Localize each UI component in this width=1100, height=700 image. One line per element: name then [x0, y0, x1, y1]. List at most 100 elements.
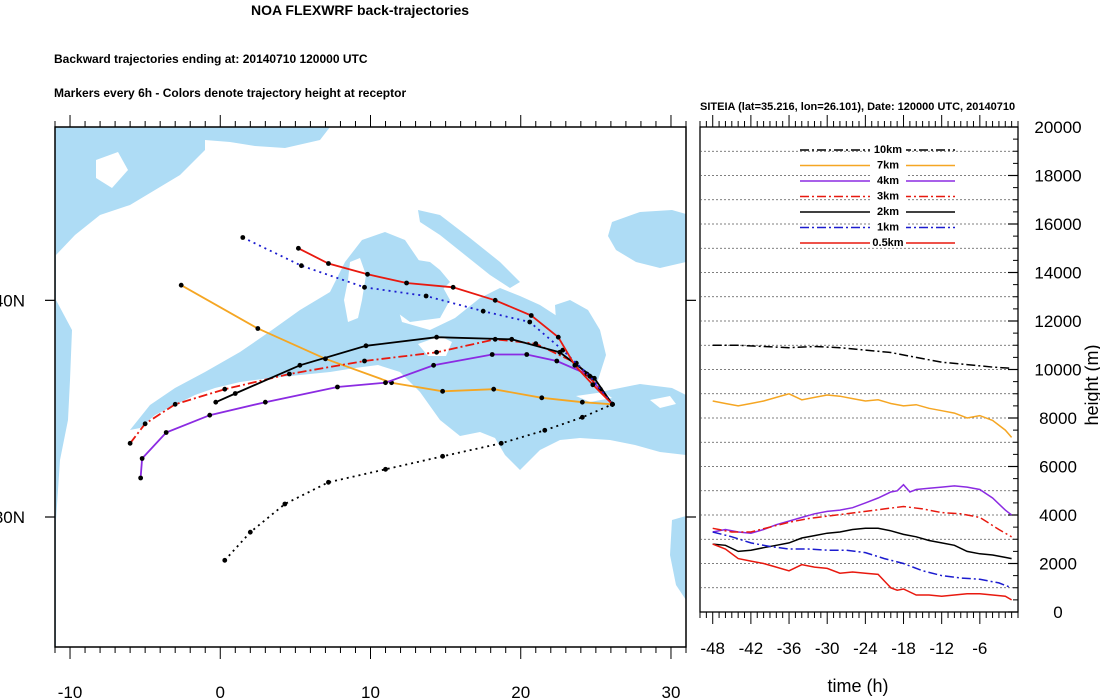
legend-label-bg	[870, 189, 906, 201]
profile-x-tick-label: -42	[739, 639, 764, 658]
profile-y-tick-label: 2000	[1039, 555, 1077, 574]
trajectory-marker-0.5km	[326, 261, 331, 266]
trajectory-marker-1km	[423, 293, 429, 299]
trajectory-marker-1km	[480, 308, 486, 314]
trajectory-marker-2km	[213, 399, 219, 405]
cyprus	[650, 396, 676, 408]
trajectory-marker-4km	[431, 362, 436, 368]
trajectory-marker-4km	[489, 352, 495, 357]
trajectory-marker-7km	[579, 399, 585, 405]
trajectory-marker-3km	[172, 401, 178, 407]
legend-label-4km: 4km	[877, 175, 899, 187]
trajectory-marker-1km	[587, 373, 593, 379]
trajectory-marker-0.5km	[450, 284, 456, 290]
legend-label-bg	[870, 174, 906, 185]
profile-x-axis-label: time (h)	[827, 676, 888, 696]
trajectory-marker-4km	[524, 352, 530, 357]
trajectory-marker-7km	[491, 386, 497, 392]
profile-frame	[699, 126, 1019, 613]
trajectory-marker-0.5km	[492, 297, 498, 303]
legend-label-3km: 3km	[877, 191, 899, 203]
profile-x-tick-label: -30	[815, 639, 840, 658]
adriatic-sea	[418, 210, 520, 288]
profile-y-tick-label: 18000	[1034, 167, 1081, 186]
map-x-tick-label: -10	[58, 683, 83, 700]
black-sea	[608, 210, 686, 268]
trajectory-marker-4km	[163, 430, 169, 435]
profile-y-tick-label: 12000	[1034, 312, 1081, 331]
legend-label-bg	[870, 236, 906, 247]
trajectory-marker-1km	[362, 284, 367, 290]
map-y-tick-label: 40N	[0, 291, 25, 310]
profile-y-tick-label: 4000	[1039, 506, 1077, 525]
trajectory-marker-7km	[539, 395, 545, 401]
legend-label-10km: 10km	[874, 144, 902, 156]
islands-layer	[96, 152, 676, 408]
trajectory-marker-0.5km	[555, 334, 561, 340]
trajectory-marker-1km	[527, 319, 533, 325]
trajectory-marker-10km	[579, 414, 585, 420]
trajectory-marker-4km	[138, 475, 144, 481]
trajectory-marker-0.5km	[572, 362, 578, 368]
profile-x-tick-label: -18	[891, 639, 916, 658]
trajectory-marker-10km	[282, 501, 288, 507]
trajectory-marker-10km	[326, 479, 331, 485]
trajectory-marker-7km	[178, 282, 184, 288]
trajectory-marker-2km	[232, 391, 238, 396]
trajectory-marker-4km	[139, 456, 145, 461]
trajectory-marker-0.5km	[404, 280, 409, 286]
height-line-2km	[712, 527, 1012, 560]
trajectory-marker-0.5km	[295, 245, 301, 251]
map-x-tick-label: 10	[361, 683, 380, 700]
profile-y-tick-label: 16000	[1034, 215, 1081, 234]
height-line-7km	[712, 393, 1013, 438]
profile-y-tick-label: 20000	[1034, 118, 1081, 137]
trajectory-marker-2km	[591, 375, 597, 381]
trajectory-marker-3km	[362, 358, 367, 364]
map-y-tick-label: 30N	[0, 508, 25, 527]
map-x-tick-label: 20	[511, 683, 530, 700]
trajectory-marker-10km	[247, 529, 253, 535]
legend-label-0.5km: 0.5km	[872, 237, 903, 249]
corsica-sardinia	[344, 258, 366, 322]
trajectory-marker-10km	[542, 427, 548, 433]
legend-label-bg	[870, 205, 906, 216]
map-x-tick-label: 0	[216, 683, 225, 700]
profile-y-axis-label: height (m)	[1082, 344, 1100, 425]
profile-y-tick-label: 10000	[1034, 361, 1081, 380]
trajectory-marker-4km	[335, 384, 340, 390]
red-sea	[670, 516, 686, 600]
profile-lines	[712, 344, 1013, 601]
ireland	[96, 152, 128, 188]
legend-label-bg	[870, 143, 906, 154]
trajectory-marker-10km	[440, 453, 446, 459]
height-line-10km	[712, 344, 1012, 370]
trajectory-marker-10km	[383, 466, 388, 472]
trajectory-marker-1km	[240, 235, 246, 240]
northern-waters	[195, 127, 330, 148]
legend-label-7km: 7km	[877, 160, 899, 172]
trajectory-marker-2km	[434, 334, 440, 340]
trajectory-marker-7km	[440, 388, 446, 394]
trajectory-marker-4km	[262, 399, 268, 405]
trajectory-marker-3km	[142, 421, 148, 427]
legend-label-bg	[870, 220, 906, 232]
balearic-islands	[262, 296, 282, 310]
profile-y-tick-label: 8000	[1039, 409, 1077, 428]
height-profile-panel: SITEIA (lat=35.216, lon=26.101), Date: 1…	[699, 101, 1100, 696]
trajectory-marker-10km	[222, 557, 228, 563]
profile-tick-labels: 0 2000 4000 6000 8000 10000 12000 14000 16000 180…	[700, 118, 1081, 658]
sicily	[418, 336, 452, 356]
trajectory-marker-3km	[286, 371, 292, 377]
trajectory-map-panel: -10 0 10 20 30 30N 40N	[0, 115, 696, 700]
trajectory-marker-0.5km	[528, 313, 534, 318]
map-tick-marks	[45, 115, 696, 659]
profile-header: SITEIA (lat=35.216, lon=26.101), Date: 1…	[700, 101, 1015, 113]
legend-label-2km: 2km	[877, 206, 899, 218]
aegean-sea	[555, 300, 606, 388]
trajectory-marker-1km	[560, 347, 566, 353]
trajectory-marker-0.5km	[365, 271, 370, 277]
height-line-1km	[712, 531, 1012, 589]
height-line-0.5km	[712, 543, 1012, 601]
